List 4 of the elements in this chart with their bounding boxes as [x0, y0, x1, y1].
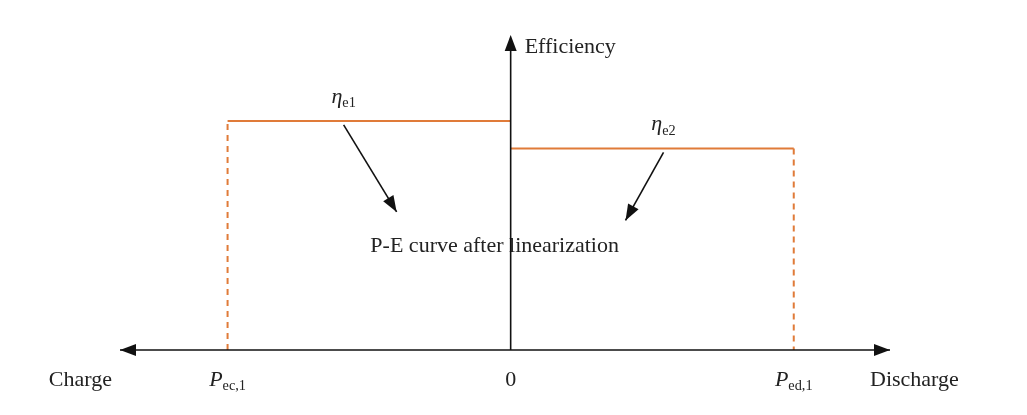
text: Discharge [870, 365, 959, 391]
y-axis-title: Efficiency [524, 32, 616, 58]
text: Charge [48, 365, 113, 391]
x-tick-label: 0 [505, 365, 517, 391]
